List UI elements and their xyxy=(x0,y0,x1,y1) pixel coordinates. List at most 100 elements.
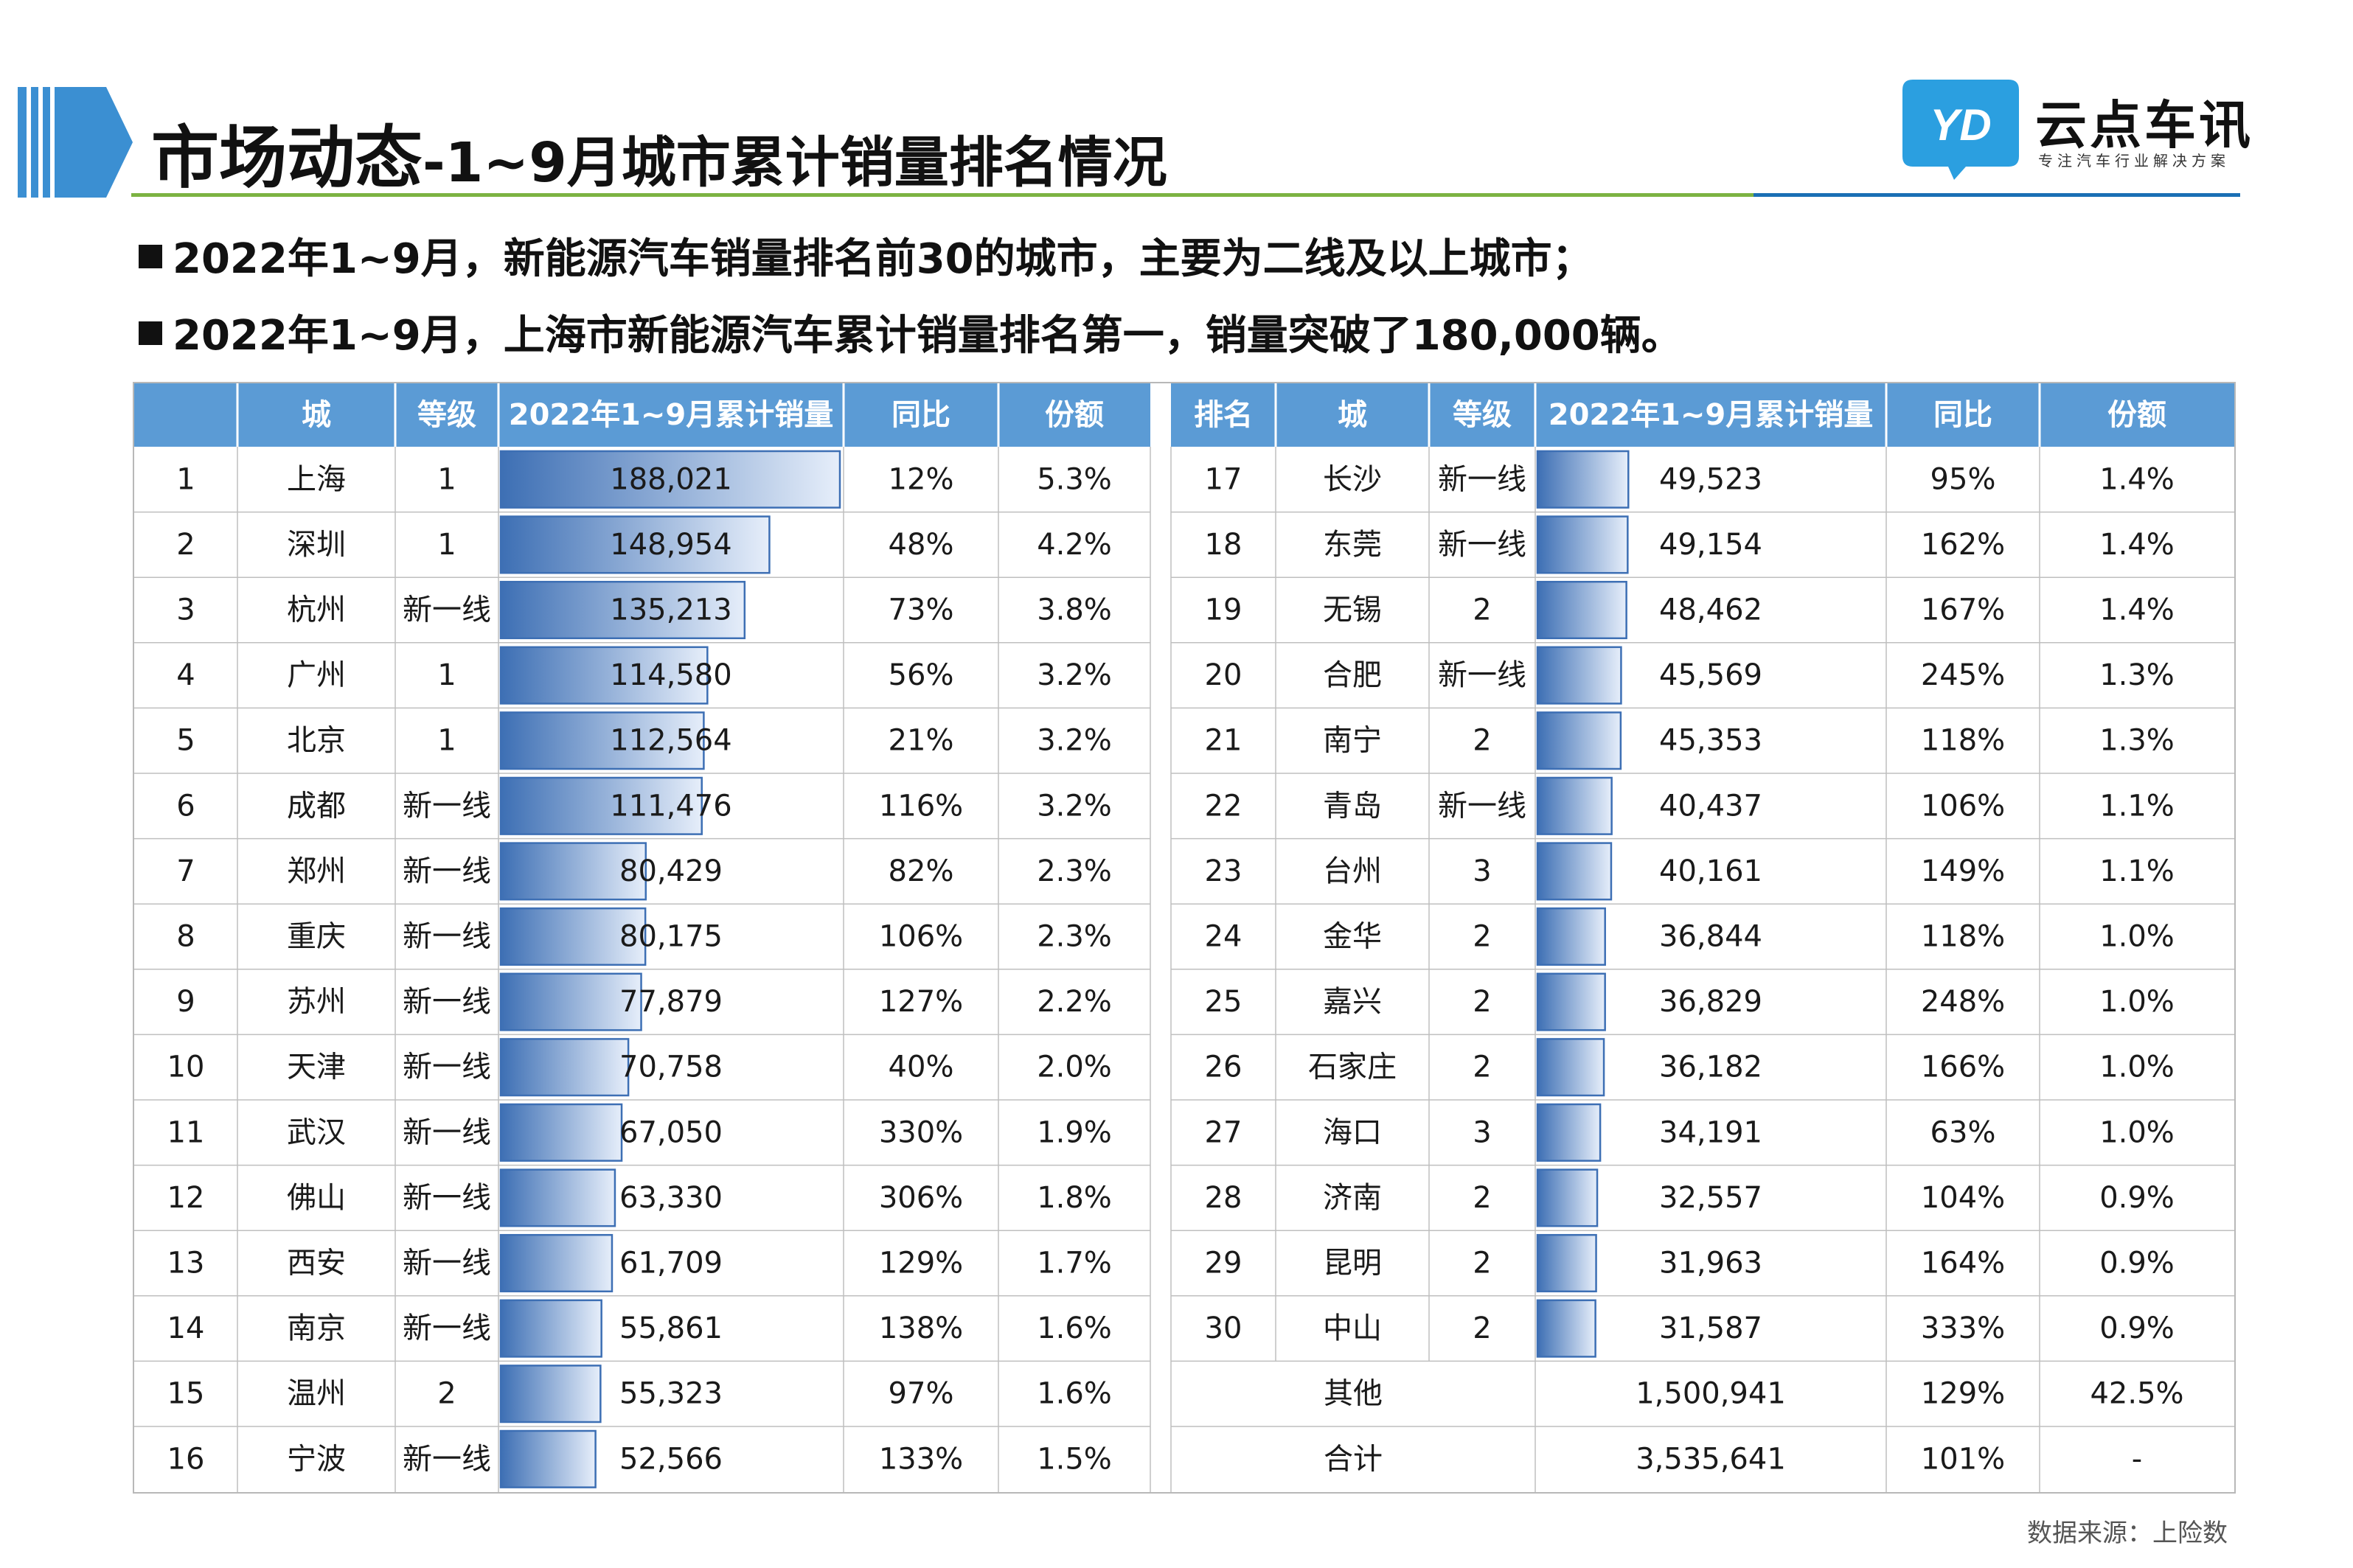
tier-cell: 新一线 xyxy=(1438,528,1526,562)
sales-bar xyxy=(1536,1038,1605,1097)
yoy-cell: 82% xyxy=(889,854,954,888)
tier-cell: 2 xyxy=(1473,1311,1491,1345)
sales-bar xyxy=(499,580,746,640)
yoy-cell: 95% xyxy=(1930,462,1996,496)
rank-cell: 30 xyxy=(1205,1311,1242,1345)
rank-cell: 28 xyxy=(1205,1181,1242,1215)
sales-value: 67,050 xyxy=(619,1115,723,1149)
rank-cell: 12 xyxy=(167,1181,205,1215)
tier-cell: 1 xyxy=(437,724,456,758)
share-cell: 1.9% xyxy=(1037,1115,1112,1149)
yoy-cell: 164% xyxy=(1921,1247,2005,1280)
right-header-cell: 城 xyxy=(1338,398,1367,432)
tier-cell: 新一线 xyxy=(1438,658,1526,692)
tier-cell: 新一线 xyxy=(403,920,491,954)
sales-value: 31,963 xyxy=(1659,1247,1762,1280)
right-header-cell: 份额 xyxy=(2107,398,2166,432)
rank-cell: 5 xyxy=(176,724,195,758)
city-cell: 佛山 xyxy=(287,1181,346,1215)
share-cell: 1.0% xyxy=(2099,920,2175,954)
city-cell: 苏州 xyxy=(287,985,346,1019)
yoy-cell: 129% xyxy=(879,1247,963,1280)
left-header-cell: 份额 xyxy=(1045,398,1104,432)
rank-cell: 3 xyxy=(176,593,195,627)
sales-value: 111,476 xyxy=(610,789,731,823)
right-header-cell: 2022年1~9月累计销量 xyxy=(1549,398,1874,432)
sales-bar xyxy=(499,907,647,966)
brand-name: 云点车讯 xyxy=(2035,95,2253,156)
share-cell: 2.2% xyxy=(1037,985,1112,1019)
sales-value: 77,879 xyxy=(619,985,723,1019)
city-cell: 南宁 xyxy=(1323,724,1382,758)
yoy-cell: 167% xyxy=(1921,593,2005,627)
yoy-cell: 166% xyxy=(1921,1050,2005,1084)
sales-value: 55,323 xyxy=(619,1377,723,1411)
rank-cell: 20 xyxy=(1205,658,1242,692)
summary-bullet-text: 2022年1~9月，上海市新能源汽车累计销量排名第一，销量突破了180,000辆… xyxy=(173,312,1683,360)
page-title-main: 市场动态 xyxy=(151,119,423,198)
tier-cell: 2 xyxy=(1473,920,1491,954)
rank-cell: 9 xyxy=(176,985,195,1019)
bullet-square-icon xyxy=(139,245,162,268)
share-cell: 3.2% xyxy=(1037,789,1112,823)
city-cell: 成都 xyxy=(287,789,346,823)
city-cell: 合肥 xyxy=(1323,658,1382,692)
sales-value: 1,500,941 xyxy=(1636,1377,1786,1411)
tier-cell: 3 xyxy=(1473,854,1491,888)
rank-cell: 8 xyxy=(176,920,195,954)
share-cell: 3.2% xyxy=(1037,658,1112,692)
brand-tagline: 专注汽车行业解决方案 xyxy=(2038,152,2230,170)
share-cell: 4.2% xyxy=(1037,528,1112,562)
sales-bar xyxy=(499,515,771,574)
rank-cell: 29 xyxy=(1205,1247,1242,1280)
sales-value: 55,861 xyxy=(619,1311,723,1345)
sales-bar xyxy=(1536,1299,1596,1358)
sales-bar xyxy=(499,776,703,835)
tier-cell: 新一线 xyxy=(403,1115,491,1149)
sales-bar xyxy=(1536,1233,1597,1293)
summary-row-label: 合计 xyxy=(1324,1442,1383,1476)
city-cell: 温州 xyxy=(287,1377,346,1411)
right-header-cell: 同比 xyxy=(1933,398,1992,432)
yoy-cell: 248% xyxy=(1921,985,2005,1019)
share-cell: 1.1% xyxy=(2099,789,2175,823)
sales-value: 40,437 xyxy=(1659,789,1762,823)
yoy-cell: 129% xyxy=(1921,1377,2005,1411)
tier-cell: 2 xyxy=(1473,593,1491,627)
share-cell: 2.3% xyxy=(1037,920,1112,954)
city-cell: 济南 xyxy=(1323,1181,1382,1215)
tier-cell: 新一线 xyxy=(1438,789,1526,823)
share-cell: 1.4% xyxy=(2099,462,2175,496)
tier-cell: 新一线 xyxy=(1438,462,1526,496)
city-cell: 重庆 xyxy=(287,920,346,954)
city-cell: 深圳 xyxy=(287,528,346,562)
city-cell: 上海 xyxy=(287,462,346,496)
left-header-cell: 城 xyxy=(302,398,331,432)
sales-bar xyxy=(499,1233,614,1293)
share-cell: 1.7% xyxy=(1037,1247,1112,1280)
yoy-cell: 138% xyxy=(879,1311,963,1345)
sales-bar xyxy=(1536,776,1613,835)
right-header-cell: 等级 xyxy=(1453,398,1512,432)
tier-cell: 新一线 xyxy=(403,985,491,1019)
yoy-cell: 116% xyxy=(879,789,963,823)
city-cell: 杭州 xyxy=(287,593,346,627)
sales-value: 61,709 xyxy=(619,1247,723,1280)
sales-value: 32,557 xyxy=(1659,1181,1762,1215)
title-divider-blue xyxy=(1754,193,2240,197)
city-cell: 台州 xyxy=(1323,854,1382,888)
yoy-cell: 118% xyxy=(1921,920,2005,954)
share-cell: 1.3% xyxy=(2099,658,2175,692)
page-title-sub: -1~9月城市累计销量排名情况 xyxy=(423,131,1167,195)
sales-bar xyxy=(499,1429,597,1488)
header-chevron-icon xyxy=(18,87,133,198)
city-cell: 长沙 xyxy=(1323,462,1382,496)
tier-cell: 新一线 xyxy=(403,1311,491,1345)
rank-cell: 22 xyxy=(1205,789,1242,823)
share-cell: 0.9% xyxy=(2099,1181,2175,1215)
sales-bar xyxy=(499,1299,602,1358)
yoy-cell: 162% xyxy=(1921,528,2005,562)
city-ranking-table-svg: 城 等级 2022年1~9月累计销量 同比 份额 排名 城 等级 2022年1~9月累计销量 同比… xyxy=(134,383,2234,1492)
yoy-cell: 127% xyxy=(879,985,963,1019)
yoy-cell: 97% xyxy=(889,1377,954,1411)
